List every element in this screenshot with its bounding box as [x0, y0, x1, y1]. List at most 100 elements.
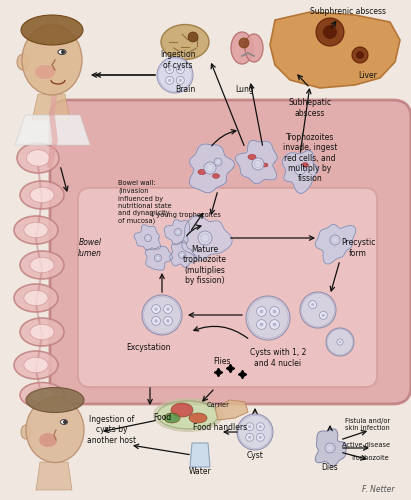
Circle shape [145, 234, 152, 242]
Circle shape [270, 320, 279, 330]
Ellipse shape [212, 174, 219, 178]
Circle shape [326, 328, 354, 356]
Circle shape [168, 68, 171, 71]
Ellipse shape [248, 154, 256, 160]
Text: 4 young trophozoites: 4 young trophozoites [150, 212, 220, 218]
Ellipse shape [39, 433, 57, 447]
Text: Precystic
form: Precystic form [341, 238, 375, 258]
Circle shape [300, 292, 336, 328]
Ellipse shape [17, 54, 29, 70]
Text: Active disease: Active disease [342, 442, 390, 448]
Circle shape [239, 38, 249, 48]
Text: Bowel
lumen: Bowel lumen [78, 238, 102, 258]
Circle shape [157, 57, 193, 93]
Ellipse shape [245, 34, 263, 62]
Polygon shape [182, 215, 232, 260]
Text: Cyst: Cyst [247, 450, 263, 460]
Ellipse shape [24, 222, 48, 238]
Circle shape [256, 320, 266, 330]
Circle shape [166, 66, 173, 74]
Circle shape [311, 303, 314, 306]
Ellipse shape [21, 425, 31, 439]
Ellipse shape [30, 388, 54, 402]
Circle shape [259, 436, 262, 439]
Polygon shape [215, 400, 248, 420]
Polygon shape [282, 150, 318, 194]
Circle shape [309, 300, 316, 308]
Ellipse shape [262, 163, 268, 167]
Ellipse shape [189, 413, 207, 423]
Text: Brain: Brain [175, 86, 195, 94]
Ellipse shape [24, 290, 48, 306]
Polygon shape [315, 429, 346, 466]
Circle shape [295, 165, 305, 175]
Ellipse shape [20, 318, 64, 346]
Text: Liver: Liver [358, 70, 377, 80]
Polygon shape [315, 224, 356, 264]
Ellipse shape [30, 258, 54, 272]
Text: Lung: Lung [236, 86, 254, 94]
Ellipse shape [20, 251, 64, 279]
Text: Dies: Dies [322, 464, 338, 472]
FancyBboxPatch shape [78, 188, 377, 387]
Circle shape [259, 310, 263, 314]
Circle shape [166, 76, 173, 84]
Circle shape [175, 228, 182, 235]
Polygon shape [170, 241, 197, 268]
Ellipse shape [60, 420, 67, 424]
Circle shape [248, 436, 251, 439]
Ellipse shape [231, 32, 253, 64]
Circle shape [248, 425, 251, 428]
Circle shape [246, 422, 254, 430]
Ellipse shape [157, 401, 219, 429]
Circle shape [316, 18, 344, 46]
Polygon shape [270, 12, 400, 88]
Circle shape [237, 414, 273, 450]
Circle shape [204, 162, 216, 174]
Polygon shape [236, 140, 277, 184]
Circle shape [352, 47, 368, 63]
Circle shape [152, 304, 160, 314]
Text: Water: Water [189, 468, 211, 476]
Ellipse shape [58, 50, 66, 54]
Circle shape [252, 158, 264, 170]
Circle shape [256, 422, 264, 430]
Ellipse shape [198, 170, 206, 174]
Circle shape [330, 235, 340, 245]
Circle shape [259, 425, 262, 428]
Text: Food: Food [153, 414, 171, 422]
Circle shape [337, 339, 343, 345]
Circle shape [270, 306, 279, 316]
Circle shape [176, 66, 184, 74]
Text: Subhepatic
abscess: Subhepatic abscess [289, 98, 332, 117]
Text: Cysts with 1, 2
and 4 nuclei: Cysts with 1, 2 and 4 nuclei [250, 348, 306, 368]
Circle shape [272, 310, 277, 314]
Ellipse shape [17, 143, 59, 173]
Text: Flies: Flies [213, 358, 231, 366]
Text: Trophozoite: Trophozoite [351, 455, 390, 461]
Text: Ingestion
of cysts: Ingestion of cysts [160, 50, 196, 70]
Circle shape [154, 308, 158, 311]
Circle shape [164, 304, 172, 314]
Ellipse shape [14, 284, 58, 312]
Text: Bowel wall:
(invasion
influenced by
nutritional state
and dynamicity
of mucosa): Bowel wall: (invasion influenced by nutr… [118, 180, 172, 224]
Ellipse shape [20, 181, 64, 209]
Circle shape [339, 341, 341, 343]
Circle shape [176, 76, 184, 84]
Circle shape [272, 322, 277, 326]
Circle shape [325, 443, 335, 453]
Circle shape [322, 314, 325, 317]
Circle shape [256, 306, 266, 316]
Ellipse shape [26, 388, 84, 412]
Circle shape [323, 25, 337, 39]
Circle shape [166, 319, 170, 322]
Circle shape [179, 79, 182, 82]
Ellipse shape [20, 382, 64, 407]
Circle shape [152, 316, 160, 326]
Text: Trophozoites
invade, ingest
red cells, and
multiply by
fission: Trophozoites invade, ingest red cells, a… [283, 132, 337, 184]
Polygon shape [145, 246, 173, 270]
Circle shape [179, 68, 182, 71]
Circle shape [259, 322, 263, 326]
Circle shape [246, 434, 254, 442]
Circle shape [188, 32, 198, 42]
